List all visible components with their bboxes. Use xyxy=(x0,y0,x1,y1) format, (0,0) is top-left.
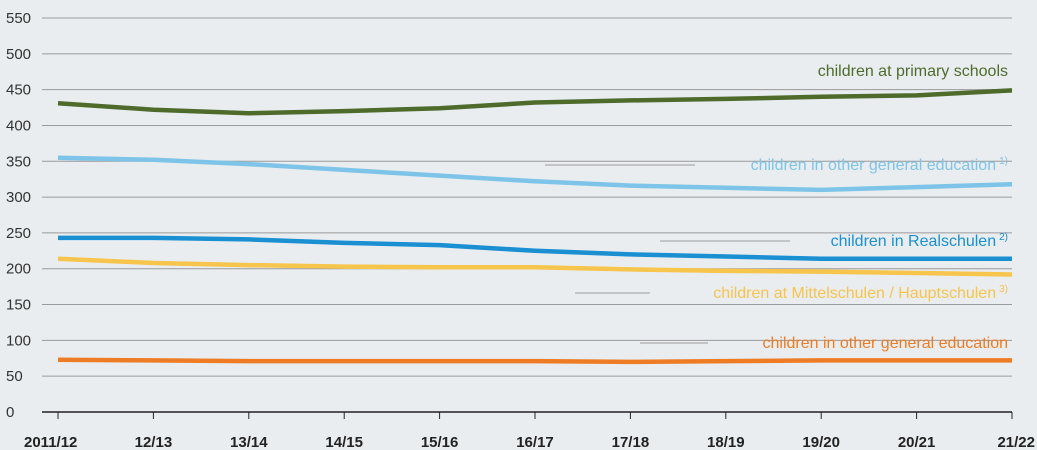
y-tick-label: 300 xyxy=(6,189,31,206)
series-line xyxy=(57,88,1013,116)
series-label: children in other general education xyxy=(763,335,1009,352)
x-tick-label: 2011/12 xyxy=(24,434,77,450)
series-label: children at primary schools xyxy=(818,63,1008,80)
y-tick-label: 150 xyxy=(6,297,31,314)
x-tick-label: 13/14 xyxy=(230,434,268,450)
y-tick-label: 550 xyxy=(6,10,31,27)
series-lines xyxy=(57,88,1013,365)
series-label: children in other general education 1) xyxy=(751,156,1008,174)
y-tick-label: 500 xyxy=(6,46,31,63)
y-tick-label: 200 xyxy=(6,261,31,278)
series-line xyxy=(58,235,1012,261)
x-tick-label: 18/19 xyxy=(707,434,745,450)
x-tick-label: 15/16 xyxy=(421,434,459,450)
y-tick-label: 450 xyxy=(6,82,31,99)
x-axis-ticks: 2011/12 12/13 13/14 14/15 15/16 16/17 17/18 18/… xyxy=(24,412,1035,450)
x-tick-label: 16/17 xyxy=(516,434,554,450)
y-tick-label: 250 xyxy=(6,225,31,242)
series-label: children in Realschulen 2) xyxy=(831,232,1008,250)
x-tick-label: 14/15 xyxy=(325,434,363,450)
x-tick-label: 20/21 xyxy=(898,434,936,450)
series-line xyxy=(57,155,1013,193)
series-labels: children at primary schools children in o… xyxy=(545,63,1008,352)
x-tick-label: 19/20 xyxy=(802,434,840,450)
y-axis-ticks: 0 50 100 150 200 250 300 350 400 450 500 550 xyxy=(6,10,31,421)
y-tick-label: 400 xyxy=(6,117,31,134)
y-tick-label: 350 xyxy=(6,153,31,170)
x-tick-label: 12/13 xyxy=(135,434,173,450)
y-tick-label: 50 xyxy=(6,368,23,385)
x-tick-label: 17/18 xyxy=(612,434,650,450)
series-line xyxy=(57,256,1013,277)
y-tick-label: 100 xyxy=(6,332,31,349)
series-label: children at Mittelschulen / Hauptschulen… xyxy=(713,284,1008,302)
y-tick-label: 0 xyxy=(6,404,14,421)
x-tick-label: 21/22 xyxy=(997,434,1035,450)
series-line xyxy=(57,357,1012,365)
